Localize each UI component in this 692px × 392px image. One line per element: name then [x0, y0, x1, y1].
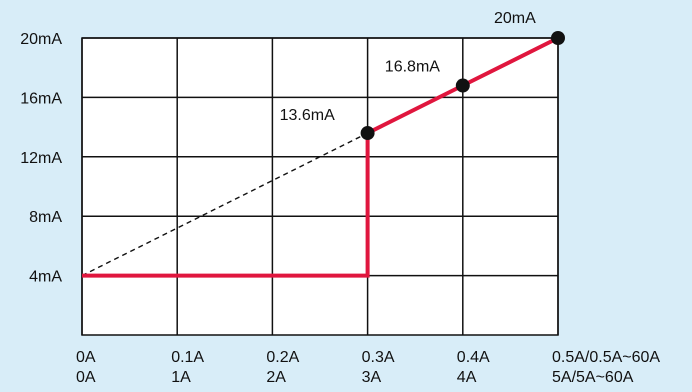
x-tick-primary-label-0: 0A	[76, 349, 96, 366]
x-tick-primary-label-2: 0.2A	[266, 349, 299, 366]
x-tick-secondary-label-3: 3A	[362, 369, 382, 386]
x-tick-primary-label-4: 0.4A	[457, 349, 490, 366]
plot-area	[82, 38, 558, 335]
x-tick-secondary-label-4: 4A	[457, 369, 477, 386]
x-tick-secondary-label-5: 5A/5A~60A	[552, 369, 634, 386]
data-label-1: 16.8mA	[385, 59, 440, 76]
y-tick-label-1: 8mA	[29, 209, 62, 226]
y-tick-label-0: 4mA	[29, 269, 62, 286]
x-tick-secondary-label-1: 1A	[171, 369, 191, 386]
x-tick-secondary-label-2: 2A	[266, 369, 286, 386]
data-label-2: 20mA	[494, 10, 536, 27]
x-tick-primary-label-1: 0.1A	[171, 349, 204, 366]
plot-border	[81, 37, 559, 336]
x-tick-secondary-label-0: 0A	[76, 369, 96, 386]
y-tick-label-2: 12mA	[20, 150, 62, 167]
y-tick-label-3: 16mA	[20, 90, 62, 107]
x-tick-primary-label-5: 0.5A/0.5A~60A	[552, 349, 660, 366]
data-label-0: 13.6mA	[280, 107, 335, 124]
data-point-marker-0	[360, 126, 375, 141]
data-point-marker-1	[455, 78, 470, 93]
data-point-marker-2	[551, 31, 565, 45]
y-tick-label-4: 20mA	[20, 31, 62, 48]
x-tick-primary-label-3: 0.3A	[362, 349, 395, 366]
